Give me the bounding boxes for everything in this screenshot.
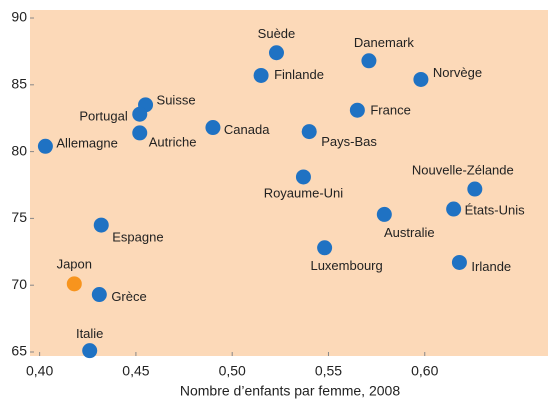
point [413, 71, 429, 87]
point-label: Allemagne [56, 136, 117, 151]
point [91, 287, 107, 303]
x-tick-label: 0,60 [411, 363, 438, 379]
plot-background [30, 10, 548, 356]
point-label: États-Unis [465, 202, 525, 217]
point-label: Espagne [112, 230, 163, 245]
point [268, 45, 284, 61]
point [295, 169, 311, 185]
y-tick-label: 65 [11, 343, 27, 359]
point-label: Danemark [354, 35, 414, 50]
point-label: Grèce [111, 289, 146, 304]
point [66, 276, 82, 292]
point-label: France [370, 103, 410, 118]
point [451, 254, 467, 270]
x-tick-label: 0,50 [219, 363, 246, 379]
point-label: Pays-Bas [321, 134, 377, 149]
point [37, 138, 53, 154]
point [349, 102, 365, 118]
point [253, 67, 269, 83]
point-label: Norvège [433, 65, 482, 80]
point [93, 217, 109, 233]
point-label: Portugal [79, 109, 128, 124]
point [301, 124, 317, 140]
point-label: Japon [57, 256, 92, 271]
y-tick-label: 85 [11, 76, 27, 92]
point [467, 181, 483, 197]
x-tick-label: 0,55 [315, 363, 342, 379]
point [446, 201, 462, 217]
point [317, 240, 333, 256]
point [132, 125, 148, 141]
point [205, 120, 221, 136]
point [376, 206, 392, 222]
y-tick-label: 75 [11, 209, 27, 225]
point-label: Royaume-Uni [264, 185, 344, 200]
point-label: Luxembourg [310, 258, 382, 273]
point-label: Nouvelle-Zélande [412, 162, 514, 177]
point [361, 53, 377, 69]
point-label: Canada [224, 122, 270, 137]
x-axis-label: Nombre d’enfants par femme, 2008 [180, 383, 400, 399]
point-label: Suisse [157, 92, 196, 107]
y-tick-label: 90 [11, 9, 27, 25]
point [82, 343, 98, 359]
point-label: Australie [384, 225, 435, 240]
y-tick-label: 70 [11, 276, 27, 292]
point-label: Autriche [149, 134, 197, 149]
point [132, 106, 148, 122]
x-tick-label: 0,40 [26, 363, 53, 379]
point-label: Italie [76, 326, 103, 341]
point-label: Irlande [471, 259, 511, 274]
y-tick-label: 80 [11, 142, 27, 158]
point-label: Suède [258, 26, 296, 41]
point-label: Finlande [274, 67, 324, 82]
x-tick-label: 0,45 [122, 363, 149, 379]
